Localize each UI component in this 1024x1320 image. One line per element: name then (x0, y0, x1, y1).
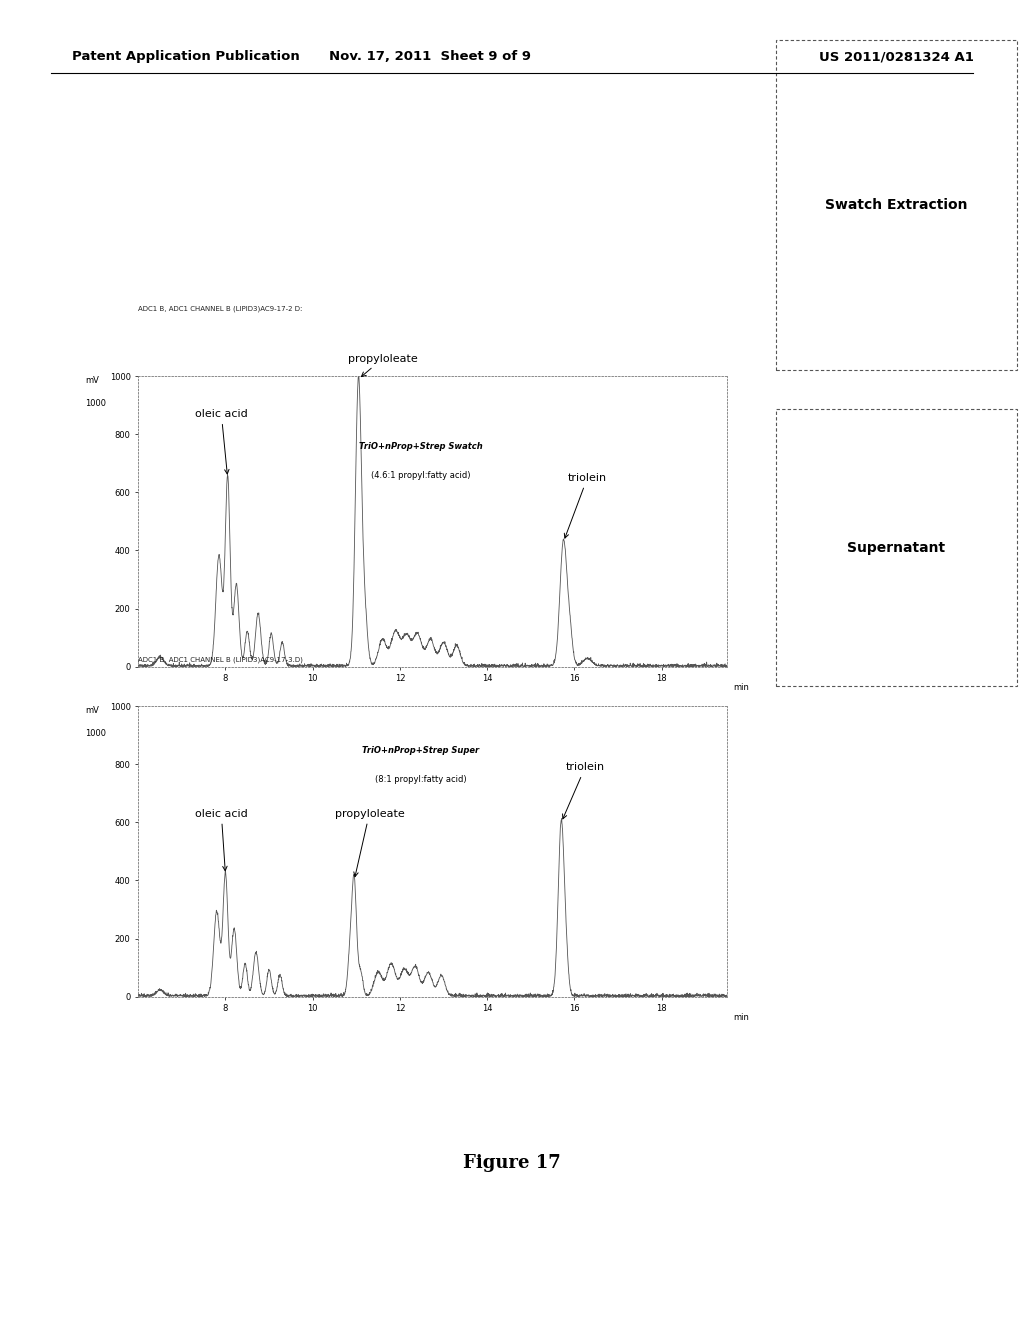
Text: (8:1 propyl:fatty acid): (8:1 propyl:fatty acid) (375, 775, 467, 784)
Text: Supernatant: Supernatant (847, 541, 945, 554)
Text: US 2011/0281324 A1: US 2011/0281324 A1 (819, 50, 974, 63)
Text: triolein: triolein (562, 762, 605, 818)
Text: propyloleate: propyloleate (335, 809, 404, 876)
Text: TriO+nProp+Strep Swatch: TriO+nProp+Strep Swatch (359, 442, 482, 451)
Text: min: min (733, 682, 749, 692)
Text: Swatch Extraction: Swatch Extraction (824, 198, 968, 211)
Text: oleic acid: oleic acid (195, 409, 248, 474)
Text: mV: mV (85, 706, 99, 715)
Text: 1000: 1000 (85, 400, 106, 408)
Text: Figure 17: Figure 17 (463, 1154, 561, 1172)
Text: triolein: triolein (564, 473, 607, 539)
Text: mV: mV (85, 376, 99, 385)
Text: oleic acid: oleic acid (195, 809, 248, 871)
Text: Patent Application Publication: Patent Application Publication (72, 50, 299, 63)
Text: propyloleate: propyloleate (347, 354, 418, 376)
Text: TriO+nProp+Strep Super: TriO+nProp+Strep Super (362, 746, 479, 755)
Text: min: min (733, 1012, 749, 1022)
Text: (4.6:1 propyl:fatty acid): (4.6:1 propyl:fatty acid) (371, 471, 471, 480)
Text: ADC1 B, ADC1 CHANNEL B (LIPID3)AC9-17-3.D): ADC1 B, ADC1 CHANNEL B (LIPID3)AC9-17-3.… (138, 656, 303, 663)
Text: 1000: 1000 (85, 730, 106, 738)
Text: ADC1 B, ADC1 CHANNEL B (LIPID3)AC9-17-2 D:: ADC1 B, ADC1 CHANNEL B (LIPID3)AC9-17-2 … (138, 306, 303, 313)
Text: Nov. 17, 2011  Sheet 9 of 9: Nov. 17, 2011 Sheet 9 of 9 (329, 50, 531, 63)
